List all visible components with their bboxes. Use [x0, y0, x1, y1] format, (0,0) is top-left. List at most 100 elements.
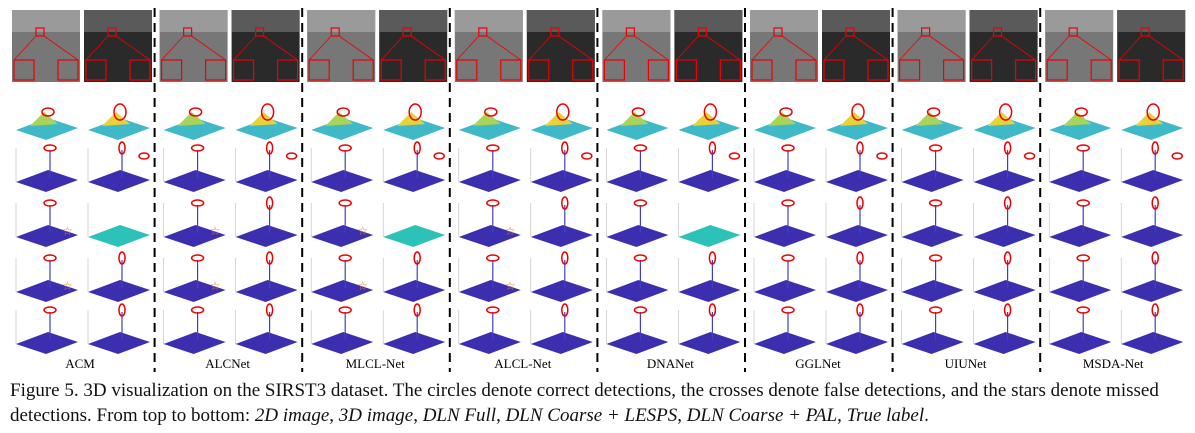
detect-circle	[928, 254, 943, 262]
caption: Figure 5. 3D visualization on the SIRST3…	[10, 378, 1190, 428]
plane	[383, 332, 446, 354]
detect-circle	[265, 303, 274, 317]
plane	[1121, 332, 1184, 354]
detect-circle	[1146, 103, 1160, 121]
zoom-line	[263, 35, 298, 61]
zoom-box	[233, 59, 255, 81]
detect-circle	[413, 251, 421, 265]
detect-circle	[633, 254, 648, 262]
detect-circle	[998, 103, 1013, 121]
detect-circle	[631, 107, 646, 117]
detect-circle	[43, 144, 57, 152]
detect-circle	[856, 141, 864, 155]
plane	[901, 332, 964, 354]
zoom-line	[13, 35, 37, 61]
plane	[88, 225, 150, 247]
plane	[754, 280, 816, 302]
detect-circle	[633, 306, 648, 314]
method-label: ALCL-Net	[494, 356, 551, 371]
caption-row-name: DLN Coarse + PAL	[686, 405, 838, 426]
detect-circle	[779, 107, 793, 117]
target-box	[550, 27, 560, 37]
surface-3d	[678, 118, 741, 140]
target-box	[402, 27, 412, 37]
zoom-box	[647, 59, 670, 81]
zoom-box	[57, 59, 79, 81]
image-band	[1045, 10, 1114, 32]
detect-circle	[781, 306, 795, 314]
target-box	[992, 27, 1003, 37]
detect-circle	[1076, 306, 1090, 314]
zoom-line	[233, 35, 256, 61]
detect-circle	[486, 144, 500, 152]
caption-text: ,	[329, 405, 339, 426]
plane	[16, 170, 78, 192]
zoom-box	[161, 59, 183, 81]
caption-text: ,	[677, 405, 687, 426]
zoom-box	[352, 59, 374, 81]
zoom-line	[899, 35, 922, 61]
image-band	[822, 10, 890, 32]
zoom-box	[823, 59, 845, 81]
zoom-box	[719, 59, 742, 81]
plane	[163, 332, 226, 354]
caption-text: Figure 5. 3D visualization on the SIRST3…	[10, 380, 1159, 426]
target-box	[330, 27, 340, 37]
detect-circle	[336, 107, 350, 117]
method-label: ACM	[65, 356, 95, 371]
zoom-box	[795, 59, 817, 81]
surface-3d	[826, 118, 888, 140]
plane	[88, 170, 150, 192]
zoom-box	[500, 59, 522, 81]
target-box	[625, 27, 636, 37]
surface-3d	[973, 118, 1036, 140]
detect-circle	[486, 254, 500, 262]
zoom-line	[634, 35, 669, 61]
detect-circle	[581, 152, 593, 160]
surface-peak	[768, 112, 796, 126]
image-band	[897, 10, 966, 32]
detect-circle	[190, 254, 205, 262]
method-label: ALCNet	[205, 356, 250, 371]
detect-circle	[633, 199, 648, 207]
zoom-line	[853, 35, 889, 61]
plane	[1121, 225, 1184, 247]
detect-circle	[1151, 303, 1159, 317]
detect-circle	[43, 306, 57, 314]
detect-circle	[781, 199, 795, 207]
detect-circle	[260, 103, 275, 121]
miss-star: ☆	[62, 224, 73, 238]
zoom-box	[528, 59, 550, 81]
plane	[235, 332, 298, 354]
plane	[678, 225, 741, 247]
zoom-line	[706, 35, 741, 61]
miss-star: ☆	[357, 224, 368, 238]
plane	[383, 225, 446, 247]
surface-3d	[901, 118, 964, 140]
detect-circle	[43, 199, 57, 207]
zoom-line	[410, 35, 446, 61]
image-band	[1117, 10, 1186, 32]
detect-circle	[118, 251, 126, 265]
detect-circle	[1074, 107, 1088, 117]
plane	[16, 332, 78, 354]
detect-circle	[708, 141, 717, 155]
plane	[973, 170, 1036, 192]
target-box	[478, 27, 488, 37]
image-band	[307, 10, 376, 32]
surface-peak	[620, 112, 649, 126]
target-box	[255, 27, 265, 37]
plane	[1049, 170, 1112, 192]
caption-row-name: 3D image	[338, 405, 414, 426]
detect-circle	[486, 306, 500, 314]
zoom-line	[1076, 35, 1112, 61]
figure-panels: ☆ ☆ ACM ☆ ☆ ALCNet ☆ ☆ MLCL-Net ☆ ☆ ALCL-Net DNANet G…	[12, 8, 1186, 372]
detect-circle	[338, 199, 352, 207]
plane	[458, 170, 521, 192]
method-label: MSDA-Net	[1083, 356, 1144, 371]
image-band	[159, 10, 228, 32]
zoom-line	[161, 35, 184, 61]
detect-circle	[118, 141, 126, 155]
detect-circle	[265, 141, 274, 155]
surface-peak	[1063, 112, 1092, 126]
